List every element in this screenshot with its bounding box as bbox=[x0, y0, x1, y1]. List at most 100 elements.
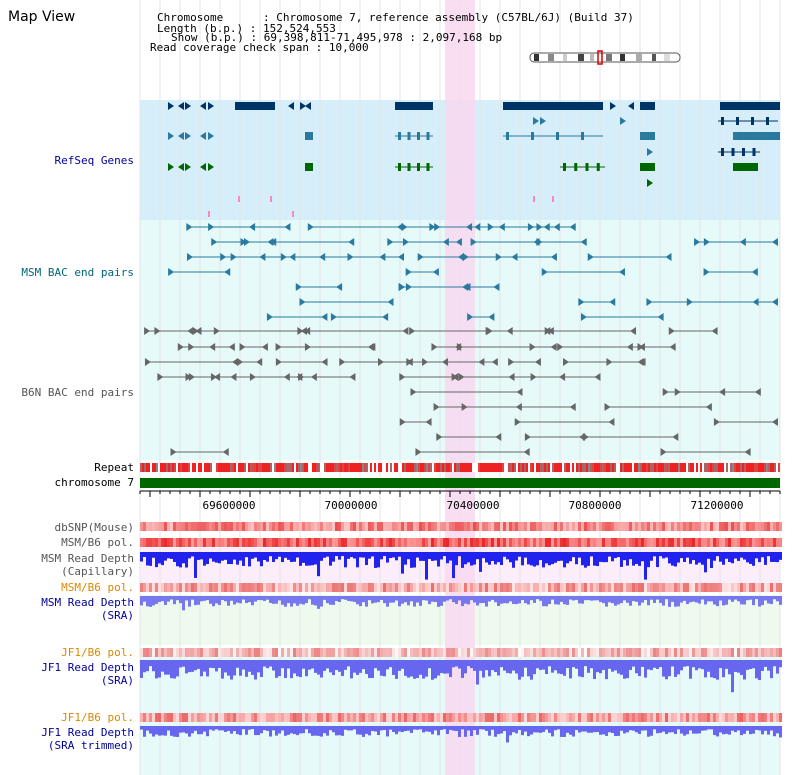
depth-bar bbox=[335, 726, 338, 736]
depth-bar bbox=[770, 552, 773, 562]
depth-bar bbox=[206, 552, 209, 564]
depth-bar bbox=[407, 596, 410, 606]
heat-segment bbox=[587, 538, 590, 547]
repeat-segment bbox=[248, 463, 250, 472]
heat-segment bbox=[305, 522, 308, 531]
track-label-msm-read-depth-capillary: MSM Read Depth bbox=[41, 552, 134, 565]
heat-segment bbox=[566, 538, 569, 547]
heat-segment bbox=[629, 648, 632, 657]
bac-end-marker bbox=[284, 223, 291, 231]
repeat-segment bbox=[450, 463, 452, 472]
heat-segment bbox=[407, 538, 410, 547]
heat-segment bbox=[428, 583, 431, 592]
heat-segment bbox=[296, 648, 299, 657]
heat-segment bbox=[767, 713, 770, 722]
heat-segment bbox=[689, 713, 692, 722]
depth-bar bbox=[326, 596, 329, 604]
heat-segment bbox=[647, 522, 650, 531]
heat-segment bbox=[230, 583, 233, 592]
heat-segment bbox=[272, 648, 275, 657]
heat-segment bbox=[149, 648, 152, 657]
repeat-segment bbox=[548, 463, 550, 472]
heat-segment bbox=[311, 538, 314, 547]
heat-segment bbox=[389, 583, 392, 592]
heat-segment bbox=[332, 648, 335, 657]
depth-bar bbox=[611, 726, 614, 734]
info-chromosome-label: Chromosome bbox=[157, 11, 224, 24]
heat-segment bbox=[302, 583, 305, 592]
heat-segment bbox=[698, 648, 701, 657]
depth-bar bbox=[515, 660, 518, 674]
depth-bar bbox=[626, 596, 629, 603]
heat-segment bbox=[749, 583, 752, 592]
heat-segment bbox=[545, 538, 548, 547]
depth-bar bbox=[578, 660, 581, 677]
heat-segment bbox=[185, 648, 188, 657]
heat-segment bbox=[407, 583, 410, 592]
heat-segment bbox=[230, 713, 233, 722]
heat-segment bbox=[245, 713, 248, 722]
depth-bar bbox=[767, 726, 770, 735]
depth-bar bbox=[215, 552, 218, 563]
bac-end-marker bbox=[580, 313, 587, 321]
heat-segment bbox=[482, 522, 485, 531]
heat-segment bbox=[140, 538, 143, 547]
depth-bar bbox=[650, 726, 653, 736]
depth-bar bbox=[719, 660, 722, 669]
depth-bar bbox=[392, 660, 395, 675]
depth-bar bbox=[296, 596, 299, 606]
depth-bar bbox=[176, 596, 179, 601]
heat-segment bbox=[587, 713, 590, 722]
heat-segment bbox=[419, 522, 422, 531]
heat-segment bbox=[368, 648, 371, 657]
heat-segment bbox=[281, 713, 284, 722]
heat-segment bbox=[431, 713, 434, 722]
heat-segment bbox=[416, 538, 419, 547]
depth-bar bbox=[266, 552, 269, 562]
heat-segment bbox=[335, 648, 338, 657]
heat-segment bbox=[215, 583, 218, 592]
depth-bar bbox=[530, 596, 533, 601]
depth-bar bbox=[632, 660, 635, 667]
heat-segment bbox=[188, 583, 191, 592]
heat-segment bbox=[653, 583, 656, 592]
depth-bar bbox=[164, 596, 167, 605]
repeat-segment bbox=[740, 463, 742, 472]
repeat-segment bbox=[326, 463, 328, 472]
heat-segment bbox=[398, 648, 401, 657]
repeat-segment bbox=[460, 463, 462, 472]
heat-segment bbox=[611, 538, 614, 547]
heat-segment bbox=[350, 713, 353, 722]
heat-segment bbox=[305, 648, 308, 657]
ideogram-band bbox=[620, 54, 625, 61]
heat-segment bbox=[620, 538, 623, 547]
heat-segment bbox=[569, 648, 572, 657]
depth-bar bbox=[488, 596, 491, 602]
depth-bar bbox=[302, 552, 305, 563]
repeat-segment bbox=[408, 463, 410, 472]
heat-segment bbox=[290, 538, 293, 547]
bac-end-marker bbox=[569, 403, 576, 411]
heat-segment bbox=[581, 648, 584, 657]
heat-segment bbox=[656, 713, 659, 722]
depth-bar bbox=[749, 552, 752, 564]
repeat-segment bbox=[682, 463, 684, 472]
heat-segment bbox=[635, 522, 638, 531]
repeat-segment bbox=[656, 463, 658, 472]
heat-segment bbox=[608, 713, 611, 722]
track-label-jf1-b6-pol-2: JF1/B6 pol. bbox=[61, 711, 134, 724]
depth-bar bbox=[260, 726, 263, 734]
heat-segment bbox=[245, 522, 248, 531]
bac-end-marker bbox=[462, 253, 469, 261]
heat-segment bbox=[368, 713, 371, 722]
heat-segment bbox=[338, 648, 341, 657]
bac-end-marker bbox=[144, 327, 151, 335]
heat-segment bbox=[707, 713, 710, 722]
depth-bar bbox=[554, 660, 557, 671]
repeat-segment bbox=[188, 463, 190, 472]
repeat-segment bbox=[270, 463, 272, 472]
heat-segment bbox=[179, 538, 182, 547]
depth-bar bbox=[422, 596, 425, 601]
depth-bar bbox=[752, 660, 755, 669]
